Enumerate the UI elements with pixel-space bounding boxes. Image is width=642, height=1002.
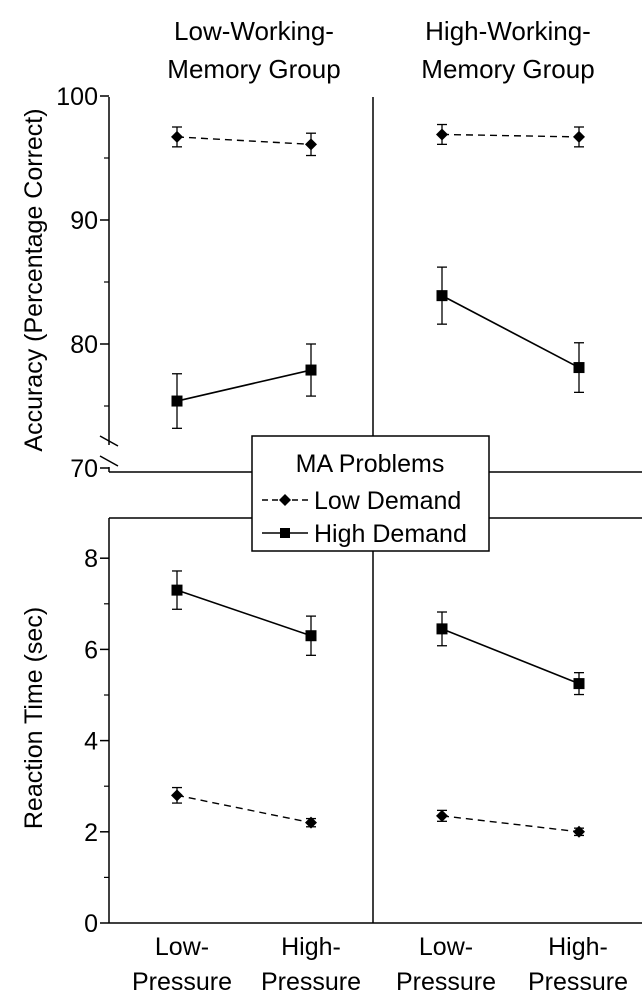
legend-high-demand-square-marker	[280, 528, 290, 538]
accuracy-low-wm-low-demand-point-2-diamond-marker	[305, 138, 317, 151]
panel-title-left-line1: Low-Working-	[174, 16, 334, 46]
x-tick-label-low-pressure-right-line2: Pressure	[396, 968, 496, 996]
accuracy-y-tick-label: 80	[70, 331, 98, 359]
reaction-time-high-wm-high-demand-point-1-square-marker	[436, 623, 448, 635]
accuracy-high-wm-high-demand-point-2-square-marker	[573, 362, 585, 374]
x-tick-label-high-pressure-right-line2: Pressure	[528, 968, 628, 996]
legend: MA Problems Low Demand High Demand	[251, 435, 490, 552]
accuracy-low-wm-low-demand-line	[176, 136, 312, 146]
x-tick-label-low-pressure-right-line1: Low-	[419, 933, 473, 961]
accuracy-high-wm-low-demand-point-1-diamond-marker	[436, 128, 448, 141]
reaction-time-y-tick-label: 2	[84, 819, 98, 847]
accuracy-high-wm-low-demand-point-2-diamond-marker	[573, 130, 585, 143]
accuracy-low-wm-low-demand-point-1-diamond-marker	[171, 130, 183, 143]
accuracy-y-axis-label: Accuracy (Percentage Correct)	[20, 108, 48, 451]
x-tick-label-high-pressure-right-line1: High-	[548, 933, 608, 961]
accuracy-low-wm-high-demand-line	[176, 369, 312, 402]
reaction-time-low-wm-high-demand-point-1-square-marker	[171, 584, 183, 596]
accuracy-y-tick-label: 90	[70, 207, 98, 235]
x-tick-label-low-pressure-left-line1: Low-	[155, 933, 209, 961]
reaction-time-y-tick-label: 4	[84, 728, 98, 756]
accuracy-high-wm-high-demand-line	[441, 294, 580, 369]
reaction-time-y-tick-label: 0	[84, 910, 98, 938]
reaction-time-y-axis-label: Reaction Time (sec)	[20, 607, 48, 829]
legend-title: MA Problems	[296, 450, 445, 478]
axis-break-mark-upper	[99, 435, 119, 447]
legend-low-demand-diamond-marker	[279, 494, 291, 506]
reaction-time-y-tick-label: 6	[84, 636, 98, 664]
legend-box	[251, 435, 490, 552]
reaction-time-low-wm-low-demand-point-2-diamond-marker	[305, 816, 317, 829]
reaction-time-low-wm-high-demand-line	[176, 589, 312, 637]
reaction-time-low-wm-high-demand-point-2-square-marker	[305, 630, 317, 642]
reaction-time-low-wm-low-demand-line	[176, 794, 312, 824]
reaction-time-high-wm-low-demand-line	[441, 815, 580, 833]
x-tick-label-high-pressure-left-line2: Pressure	[261, 968, 361, 996]
axis-break-mark-lower	[99, 455, 119, 467]
accuracy-high-wm-low-demand-line	[441, 133, 580, 138]
panel-title-left-line2: Memory Group	[167, 54, 340, 84]
reaction-time-high-wm-high-demand-line	[441, 628, 580, 685]
panel-title-right-line2: Memory Group	[421, 54, 594, 84]
x-tick-label-high-pressure-left-line1: High-	[281, 933, 341, 961]
reaction-time-high-wm-high-demand-point-2-square-marker	[573, 678, 585, 690]
panel-title-right-line1: High-Working-	[425, 16, 591, 46]
reaction-time-y-tick-label: 8	[84, 545, 98, 573]
accuracy-low-wm-high-demand-point-1-square-marker	[171, 395, 183, 407]
legend-high-demand-label: High Demand	[314, 520, 467, 548]
accuracy-y-tick-label: 70	[70, 455, 98, 483]
reaction-time-low-wm-low-demand-point-1-diamond-marker	[171, 789, 183, 802]
reaction-time-high-wm-low-demand-point-1-diamond-marker	[436, 809, 448, 822]
accuracy-low-wm-high-demand-point-2-square-marker	[305, 364, 317, 376]
accuracy-high-wm-high-demand-point-1-square-marker	[436, 290, 448, 302]
x-tick-label-low-pressure-left-line2: Pressure	[132, 968, 232, 996]
accuracy-y-tick-label: 100	[56, 83, 98, 111]
reaction-time-high-wm-low-demand-point-2-diamond-marker	[573, 825, 585, 838]
legend-low-demand-label: Low Demand	[314, 487, 461, 515]
